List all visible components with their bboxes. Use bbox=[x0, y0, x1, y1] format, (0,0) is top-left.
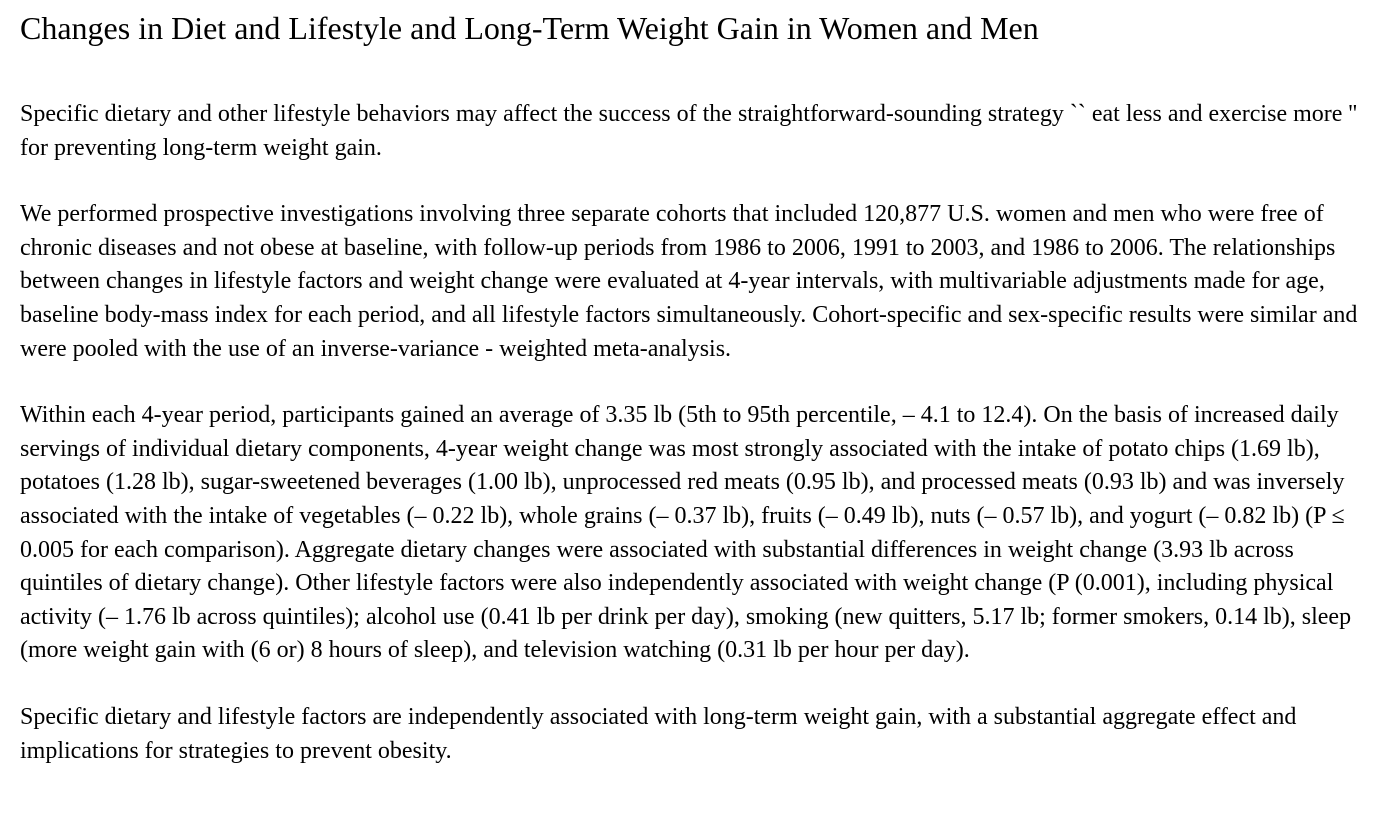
abstract-conclusions: Specific dietary and lifestyle factors a… bbox=[20, 703, 1297, 764]
paragraph-gap bbox=[20, 366, 1380, 399]
abstract-methods: We performed prospective investigations … bbox=[20, 201, 1358, 362]
document-page: Changes in Diet and Lifestyle and Long-T… bbox=[20, 8, 1380, 764]
title-block: Changes in Diet and Lifestyle and Long-T… bbox=[20, 8, 1380, 98]
abstract-results: Within each 4-year period, participants … bbox=[20, 402, 1352, 664]
abstract-background: Specific dietary and other lifestyle beh… bbox=[20, 101, 1358, 161]
paragraph-gap bbox=[20, 165, 1380, 198]
paragraph-gap bbox=[20, 668, 1380, 701]
page-title: Changes in Diet and Lifestyle and Long-T… bbox=[20, 10, 1039, 46]
